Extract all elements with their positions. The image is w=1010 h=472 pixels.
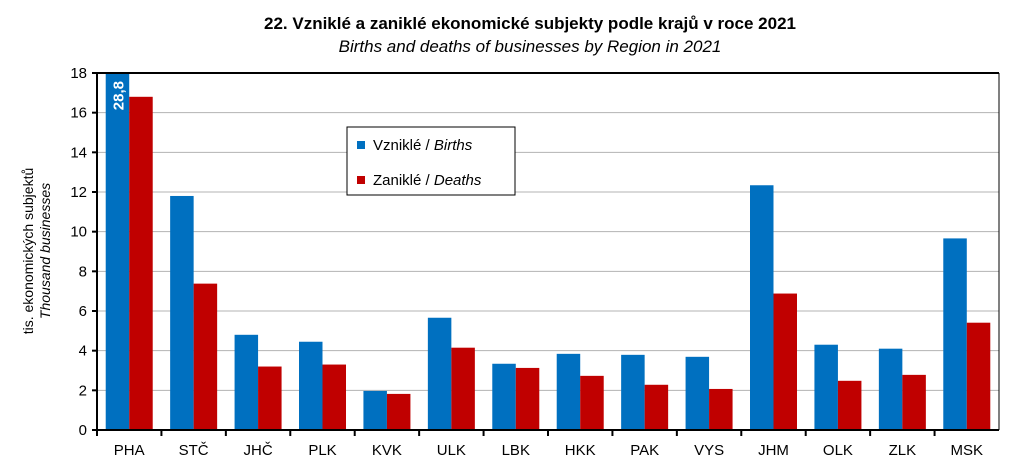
bar-deaths-PLK	[322, 364, 346, 430]
x-tick-label: STČ	[179, 442, 209, 459]
bar-deaths-KVK	[386, 393, 411, 430]
bar-births-MSK	[943, 238, 967, 430]
bar-deaths-ULK	[451, 347, 475, 430]
bar-births-HKK	[556, 353, 581, 430]
bar-births-PHA	[105, 73, 130, 430]
bar-deaths-JHČ	[258, 366, 282, 430]
bar-births-ULK	[427, 317, 452, 430]
x-tick-label: LBK	[502, 442, 530, 459]
y-tick-label: 4	[79, 343, 87, 360]
y-tick-label: 18	[70, 65, 87, 82]
bar-births-PLK	[299, 341, 323, 430]
bar-deaths-JHM	[773, 293, 797, 430]
x-tick-label: ZLK	[889, 442, 917, 459]
y-tick-label: 14	[70, 144, 87, 161]
x-tick-label: KVK	[372, 442, 402, 459]
x-tick-label: ULK	[437, 442, 466, 459]
bar-births-ZLK	[878, 348, 903, 430]
bar-deaths-LBK	[515, 367, 540, 430]
y-tick-label: 10	[70, 224, 87, 241]
bar-births-OLK	[814, 344, 838, 430]
bar-births-KVK	[363, 390, 387, 430]
y-tick-label: 12	[70, 184, 87, 201]
bar-deaths-MSK	[966, 322, 991, 430]
bar-deaths-VYS	[709, 388, 733, 430]
legend-swatch-deaths	[357, 176, 365, 184]
bar-births-JHČ	[234, 334, 259, 430]
legend-label-births: Vzniklé / Births	[373, 137, 473, 154]
bar-deaths-PHA	[129, 96, 153, 431]
x-tick-label: MSK	[951, 442, 984, 459]
x-tick-label: JHČ	[243, 442, 272, 459]
y-tick-label: 0	[79, 422, 87, 439]
bar-deaths-STČ	[193, 283, 218, 430]
chart-title: 22. Vzniklé a zaniklé ekonomické subjekt…	[264, 14, 796, 33]
x-tick-label: OLK	[823, 442, 853, 459]
chart-subtitle: Births and deaths of businesses by Regio…	[338, 37, 722, 56]
x-tick-label: JHM	[758, 442, 789, 459]
bar-births-PAK	[621, 354, 645, 430]
legend-label-deaths: Zaniklé / Deaths	[373, 172, 482, 189]
y-tick-label: 2	[79, 382, 87, 399]
bar-births-JHM	[750, 185, 774, 430]
y-axis-label: tis. ekonomických subjektů	[20, 168, 36, 335]
x-tick-label: PLK	[308, 442, 336, 459]
bar-deaths-ZLK	[902, 374, 926, 430]
legend: Vzniklé / Births Zaniklé / Deaths	[346, 126, 516, 196]
y-tick-label: 16	[70, 105, 87, 122]
bar-deaths-PAK	[644, 384, 669, 430]
y-tick-label: 8	[79, 263, 87, 280]
x-tick-label: VYS	[694, 442, 724, 459]
data-label-pha-births: 28,8	[110, 81, 127, 110]
legend-swatch-births	[357, 141, 365, 149]
bar-births-LBK	[492, 363, 516, 430]
bar-deaths-OLK	[837, 380, 862, 430]
y-axis-label-en: Thousand businesses	[37, 183, 53, 319]
x-tick-label: PHA	[114, 442, 145, 459]
x-tick-label: PAK	[630, 442, 659, 459]
bar-births-VYS	[685, 356, 710, 430]
bar-births-STČ	[170, 195, 194, 430]
bar-deaths-HKK	[580, 375, 604, 430]
y-tick-label: 6	[79, 303, 87, 320]
x-tick-label: HKK	[565, 442, 596, 459]
